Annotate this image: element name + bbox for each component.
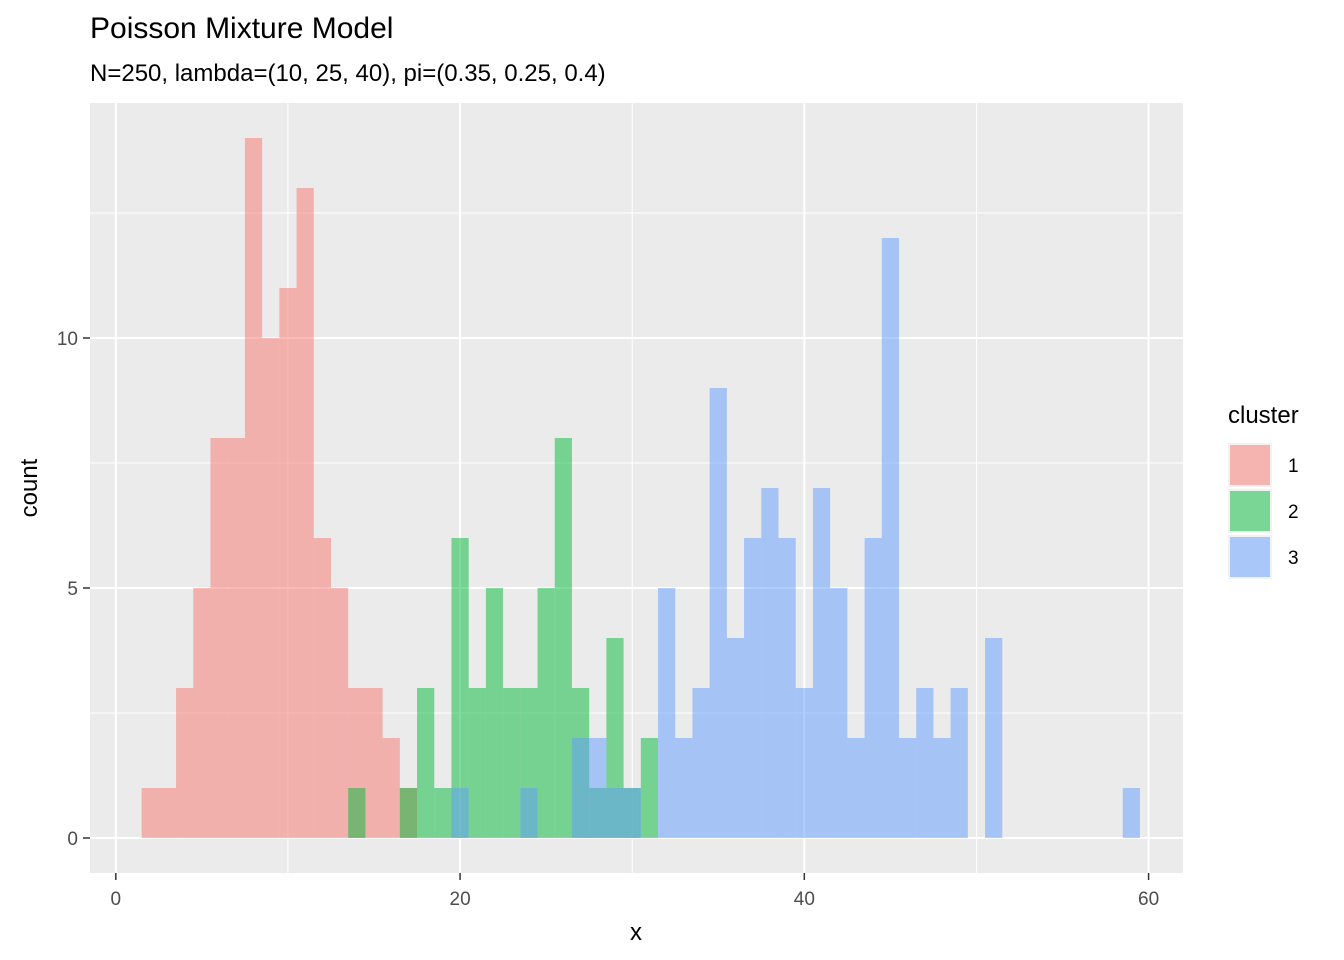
bar-cluster-3 — [898, 738, 917, 838]
bar-cluster-3 — [709, 388, 727, 838]
y-tick-label: 10 — [57, 329, 78, 350]
x-tick-label: 60 — [1138, 889, 1159, 910]
bar-cluster-3 — [520, 788, 538, 838]
bar-cluster-2 — [417, 688, 435, 838]
bar-cluster-3 — [658, 588, 676, 838]
legend-label-cluster-1: 1 — [1288, 456, 1299, 477]
bar-cluster-2 — [640, 738, 659, 838]
y-tick-label: 5 — [67, 579, 78, 600]
legend-key-cluster-1 — [1230, 445, 1270, 485]
x-tick-label: 0 — [111, 889, 122, 910]
x-tick-label: 40 — [794, 889, 815, 910]
y-axis-title: count — [16, 458, 43, 517]
bar-cluster-2 — [468, 688, 486, 838]
bar-cluster-3 — [623, 788, 641, 838]
legend-key-cluster-3 — [1230, 537, 1270, 577]
bar-cluster-3 — [847, 738, 865, 838]
legend: cluster 1 2 3 — [1228, 402, 1299, 579]
bar-cluster-3 — [778, 538, 796, 838]
bar-cluster-1 — [262, 338, 280, 838]
histogram-bars — [141, 138, 1140, 838]
x-axis: 0 20 40 60 — [111, 873, 1159, 910]
legend-key-cluster-2 — [1230, 491, 1270, 531]
bar-cluster-2 — [451, 538, 469, 838]
bar-cluster-1 — [313, 538, 331, 838]
bar-cluster-3 — [451, 788, 469, 838]
bar-cluster-1 — [382, 738, 400, 838]
bar-cluster-2 — [503, 688, 521, 838]
bar-cluster-3 — [933, 738, 951, 838]
bar-cluster-1 — [244, 138, 263, 838]
legend-title: cluster — [1228, 402, 1299, 429]
legend-label-cluster-3: 3 — [1288, 548, 1299, 569]
bar-cluster-3 — [761, 488, 779, 838]
chart-title: Poisson Mixture Model — [90, 12, 394, 45]
bar-cluster-2 — [537, 588, 555, 838]
bar-cluster-3 — [571, 738, 590, 838]
bar-cluster-1 — [296, 188, 314, 838]
bar-cluster-2 — [554, 438, 572, 838]
bar-cluster-1 — [158, 788, 177, 838]
bar-cluster-1 — [141, 788, 159, 838]
bar-cluster-1 — [227, 438, 245, 838]
bar-cluster-2 — [434, 788, 452, 838]
bar-cluster-1 — [365, 688, 383, 838]
bar-cluster-3 — [795, 688, 813, 838]
bar-cluster-3 — [589, 738, 607, 838]
bar-cluster-3 — [916, 688, 934, 838]
bar-cluster-1 — [210, 438, 228, 838]
bar-cluster-1 — [330, 588, 349, 838]
bar-cluster-3 — [812, 488, 831, 838]
bar-cluster-1 — [193, 588, 211, 838]
bar-cluster-3 — [692, 688, 710, 838]
bar-cluster-3 — [675, 738, 693, 838]
bar-cluster-2 — [399, 788, 418, 838]
bar-cluster-1 — [279, 288, 297, 838]
bar-cluster-3 — [830, 588, 848, 838]
chart-subtitle: N=250, lambda=(10, 25, 40), pi=(0.35, 0.… — [90, 60, 606, 87]
x-tick-label: 20 — [450, 889, 471, 910]
x-axis-title: x — [630, 919, 642, 946]
y-tick-label: 0 — [67, 829, 78, 850]
bar-cluster-3 — [864, 538, 882, 838]
bar-cluster-3 — [1122, 788, 1140, 838]
bar-cluster-3 — [744, 538, 762, 838]
bar-cluster-3 — [985, 638, 1003, 838]
bar-cluster-2 — [485, 588, 504, 838]
bar-cluster-1 — [176, 688, 194, 838]
bar-cluster-3 — [881, 238, 899, 838]
bar-cluster-3 — [950, 688, 968, 838]
bar-cluster-2 — [348, 788, 366, 838]
legend-label-cluster-2: 2 — [1288, 502, 1299, 523]
bar-cluster-3 — [606, 788, 624, 838]
bar-cluster-3 — [726, 638, 745, 838]
y-axis: 0 5 10 — [57, 329, 90, 850]
